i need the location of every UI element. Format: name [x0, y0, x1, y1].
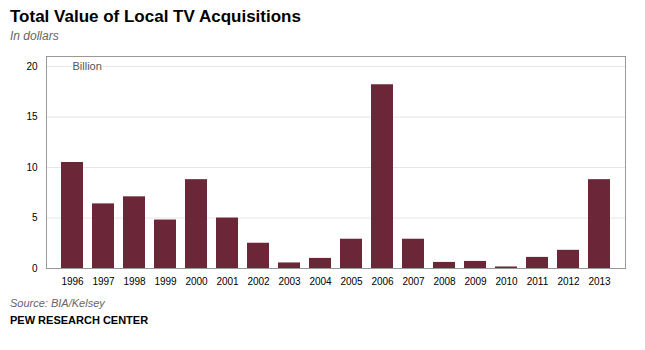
svg-text:2013: 2013 [588, 276, 611, 287]
svg-text:10: 10 [26, 162, 38, 173]
svg-text:2006: 2006 [371, 276, 394, 287]
svg-text:2000: 2000 [185, 276, 208, 287]
svg-text:2010: 2010 [495, 276, 518, 287]
svg-text:2004: 2004 [309, 276, 332, 287]
svg-text:2012: 2012 [557, 276, 580, 287]
svg-text:20: 20 [26, 61, 38, 72]
svg-text:2009: 2009 [464, 276, 487, 287]
svg-text:2008: 2008 [433, 276, 456, 287]
svg-text:1999: 1999 [154, 276, 177, 287]
svg-text:1998: 1998 [123, 276, 146, 287]
svg-text:5: 5 [32, 212, 38, 223]
svg-text:Billion: Billion [73, 60, 102, 72]
svg-text:1996: 1996 [61, 276, 84, 287]
svg-text:0: 0 [32, 263, 38, 274]
svg-text:2001: 2001 [216, 276, 239, 287]
svg-text:2003: 2003 [278, 276, 301, 287]
svg-text:15: 15 [26, 111, 38, 122]
html-text:In dollars: In dollars [10, 29, 59, 43]
svg-text:2007: 2007 [402, 276, 425, 287]
svg-text:1997: 1997 [92, 276, 115, 287]
html-text:Total Value of Local TV Acquis: Total Value of Local TV Acquisitions [10, 7, 301, 26]
svg-text:2005: 2005 [340, 276, 363, 287]
svg-text:2011: 2011 [527, 276, 549, 287]
html-text:Source: BIA/Kelsey: Source: BIA/Kelsey [10, 297, 105, 309]
html-text:PEW RESEARCH CENTER: PEW RESEARCH CENTER [10, 314, 149, 326]
svg-text:2002: 2002 [247, 276, 270, 287]
